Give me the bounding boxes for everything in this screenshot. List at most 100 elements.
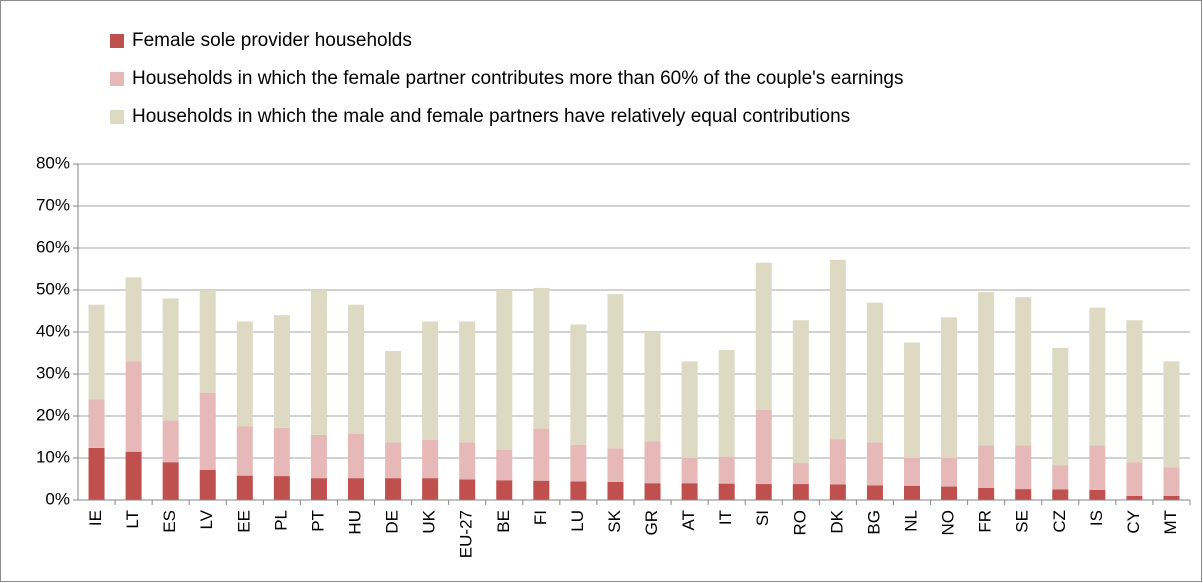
bar-segment [681, 483, 698, 500]
x-tick-label: PT [308, 510, 327, 532]
legend-label: Households in which the female partner c… [132, 68, 903, 89]
y-tick-label: 80% [36, 153, 70, 172]
x-tick-label: EE [234, 510, 253, 533]
bar-segment [1126, 320, 1143, 463]
bar-segment [866, 442, 883, 486]
bar-segment [941, 458, 958, 487]
bar-segment [1126, 462, 1143, 496]
bar-segment [755, 262, 772, 410]
bar-segment [199, 290, 216, 393]
bar-segment [496, 480, 513, 500]
bar-segment [348, 478, 364, 500]
bar-segment [385, 442, 402, 479]
bar-segment [88, 399, 105, 448]
x-tick-label: IS [1087, 510, 1106, 526]
y-tick-label: 60% [36, 237, 70, 256]
y-tick-label: 0% [45, 489, 70, 508]
y-tick-label: 10% [36, 447, 70, 466]
x-tick-label: EU-27 [457, 510, 476, 558]
bar-segment [273, 476, 290, 500]
bar-segment [755, 409, 772, 485]
bar-segment [199, 392, 216, 470]
x-tick-label: BG [864, 510, 883, 535]
x-tick-label: BE [494, 510, 513, 533]
x-tick-label: CY [1124, 510, 1143, 534]
bar-segment [904, 342, 920, 458]
bar-segment [310, 290, 327, 435]
bar-segment [88, 447, 105, 500]
bar-segment [162, 462, 179, 500]
x-tick-label: DE [383, 510, 402, 534]
x-tick-label: GR [642, 510, 661, 536]
bar-segment [125, 451, 142, 500]
x-tick-label: SK [605, 509, 624, 532]
bar-segment [1052, 489, 1069, 500]
x-tick-label: ES [160, 510, 179, 533]
bar-segment [236, 426, 253, 476]
x-tick-label: FR [976, 510, 995, 533]
legend-swatch [110, 72, 124, 86]
x-tick-label: SI [753, 510, 772, 526]
bar-segment [273, 427, 290, 477]
x-tick-label: LT [123, 510, 142, 529]
bar-segment [644, 483, 661, 500]
x-tick-label: HU [345, 510, 364, 535]
bar-segment [792, 484, 809, 500]
bar-segment [533, 480, 550, 500]
bar-segment [718, 483, 735, 500]
bar-segment [607, 294, 624, 449]
bar-segment [1163, 467, 1180, 496]
bar-segment [904, 485, 920, 500]
legend-label: Female sole provider households [132, 30, 412, 51]
x-tick-label: LV [197, 509, 216, 529]
x-tick-label: RO [790, 510, 809, 536]
bar-segment [866, 485, 883, 500]
bar-segment [162, 420, 179, 463]
bar-segment [904, 458, 920, 486]
bar-segment [866, 302, 883, 443]
bar-segment [718, 456, 735, 484]
bar-segment [1089, 307, 1106, 446]
bar-segment [125, 361, 142, 452]
legend-swatch [110, 110, 124, 124]
bar-segment [644, 441, 661, 484]
bar-segment [236, 475, 253, 500]
x-tick-label: SE [1013, 510, 1032, 533]
x-tick-label: FI [531, 510, 550, 525]
x-tick-label: DK [827, 509, 846, 533]
bar-segment [1015, 445, 1032, 490]
bar-segment [533, 287, 550, 429]
bar-segment [88, 304, 105, 400]
bar-segment [422, 321, 439, 440]
legend-label: Households in which the male and female … [132, 106, 850, 127]
bar-segment [459, 442, 476, 480]
y-tick-label: 40% [36, 321, 70, 340]
bar-segment [1089, 445, 1106, 490]
bar-segment [1163, 361, 1180, 468]
bar-segment [273, 315, 290, 428]
bar-segment [755, 484, 772, 500]
x-tick-label: AT [679, 510, 698, 530]
bar-segment [348, 433, 364, 479]
bar-segment [385, 478, 402, 500]
bar-segment [422, 478, 439, 500]
x-tick-label: NO [939, 510, 958, 536]
bar-segment [607, 481, 624, 500]
bar-segment [978, 487, 995, 500]
bar-segment [941, 486, 958, 500]
bar-segment [681, 458, 698, 484]
bar-segment [385, 350, 402, 443]
bar-segment [533, 428, 550, 481]
x-tick-label: UK [420, 509, 439, 533]
bar-segment [829, 439, 846, 485]
bar-segment [162, 298, 179, 421]
bar-segment [792, 320, 809, 464]
bar-segment [570, 481, 587, 500]
bar-segment [681, 361, 698, 458]
x-tick-label: MT [1161, 510, 1180, 535]
bar-segment [978, 292, 995, 446]
y-tick-label: 70% [36, 195, 70, 214]
bar-segment [570, 324, 587, 445]
bar-segment [1163, 495, 1180, 500]
